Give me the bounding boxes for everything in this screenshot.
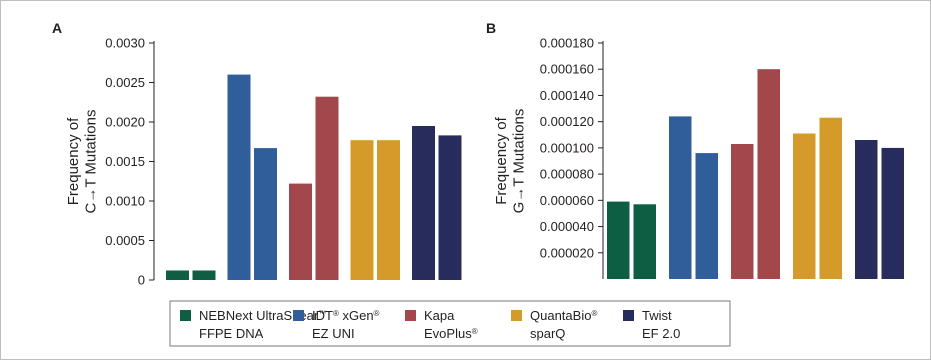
bar-3-2 [757,69,780,279]
bar-5-2 [438,135,462,280]
y-tick-label: 0.0005 [105,233,145,248]
legend-swatch [623,310,634,321]
chart-panel-a: A Frequency ofC→T Mutations 0 0.0005 0.0010 0… [52,20,462,288]
y-tick-label: 0.000160 [540,62,594,77]
y-tick-label: 0.0015 [105,154,145,169]
legend-item-3: Kapa EvoPlus® [405,308,478,341]
legend-label-line1: NEBNext UltraShear™ [199,308,326,323]
legend-swatch [180,310,191,321]
bar-1-2 [192,270,216,280]
y-tick-label: 0 [138,273,145,288]
bar-2-2 [254,148,277,280]
legend-swatch [405,310,416,321]
bar-3-1 [731,144,754,279]
legend-swatch [293,310,304,321]
legend-label-line1: Kapa [424,308,455,323]
bar-1-2 [633,204,656,279]
legend-item-2: IDT® xGen® EZ UNI [293,308,380,341]
legend-label-line2: sparQ [530,326,565,341]
bar-2-2 [695,153,718,279]
bar-3-2 [315,96,339,280]
y-axis-title: Frequency ofC→T Mutations [65,110,99,214]
legend-item-5: Twist EF 2.0 [623,308,680,341]
legend-item-4: QuantaBio® sparQ [511,308,597,341]
y-tick-label: 0.000080 [540,167,594,182]
y-tick-label: 0.000060 [540,193,594,208]
y-tick-label: 0.0025 [105,75,145,90]
legend-label-line1: QuantaBio® [530,308,597,323]
y-tick-label: 0.0010 [105,194,145,209]
bar-1-1 [607,201,630,279]
y-tick-label: 0.000120 [540,114,594,129]
legend-label-line2: EZ UNI [312,326,355,341]
bar-4-2 [377,140,400,280]
y-tick-label: 0.0020 [105,115,145,130]
legend: NEBNext UltraShear™ FFPE DNA IDT® xGen® EZ … [169,300,731,347]
y-tick-label: 0.000040 [540,219,594,234]
bar-5-2 [881,147,904,279]
bar-2-1 [669,116,692,280]
legend-label-line2: FFPE DNA [199,326,264,341]
y-tick-label: 0.000100 [540,140,594,155]
bar-2-1 [227,74,251,280]
y-tick-label: 0.000140 [540,88,594,103]
bar-4-1 [350,140,374,280]
panel-letter: A [52,20,62,36]
bar-4-2 [819,117,842,279]
legend-label-line2: EF 2.0 [642,326,680,341]
y-tick-label: 0.000180 [540,36,594,51]
legend-item-1: NEBNext UltraShear™ FFPE DNA [180,308,326,341]
legend-label-line1: IDT® xGen® [312,308,380,323]
legend-box [169,300,731,347]
bar-4-1 [793,133,816,279]
bar-5-1 [412,126,435,280]
y-tick-label: 0.0030 [105,36,145,51]
y-axis-title: Frequency ofG→T Mutations [493,109,527,214]
bar-1-1 [166,270,189,280]
bar-5-1 [855,140,878,279]
bar-3-1 [289,183,312,280]
legend-label-line2: EvoPlus® [424,326,478,341]
y-tick-label: 0.000020 [540,245,594,260]
legend-label-line1: Twist [642,308,672,323]
legend-swatch [511,310,522,321]
chart-panel-b: B Frequency ofG→T Mutations 0.000020 0.0000… [486,20,904,280]
panel-letter: B [486,20,496,36]
